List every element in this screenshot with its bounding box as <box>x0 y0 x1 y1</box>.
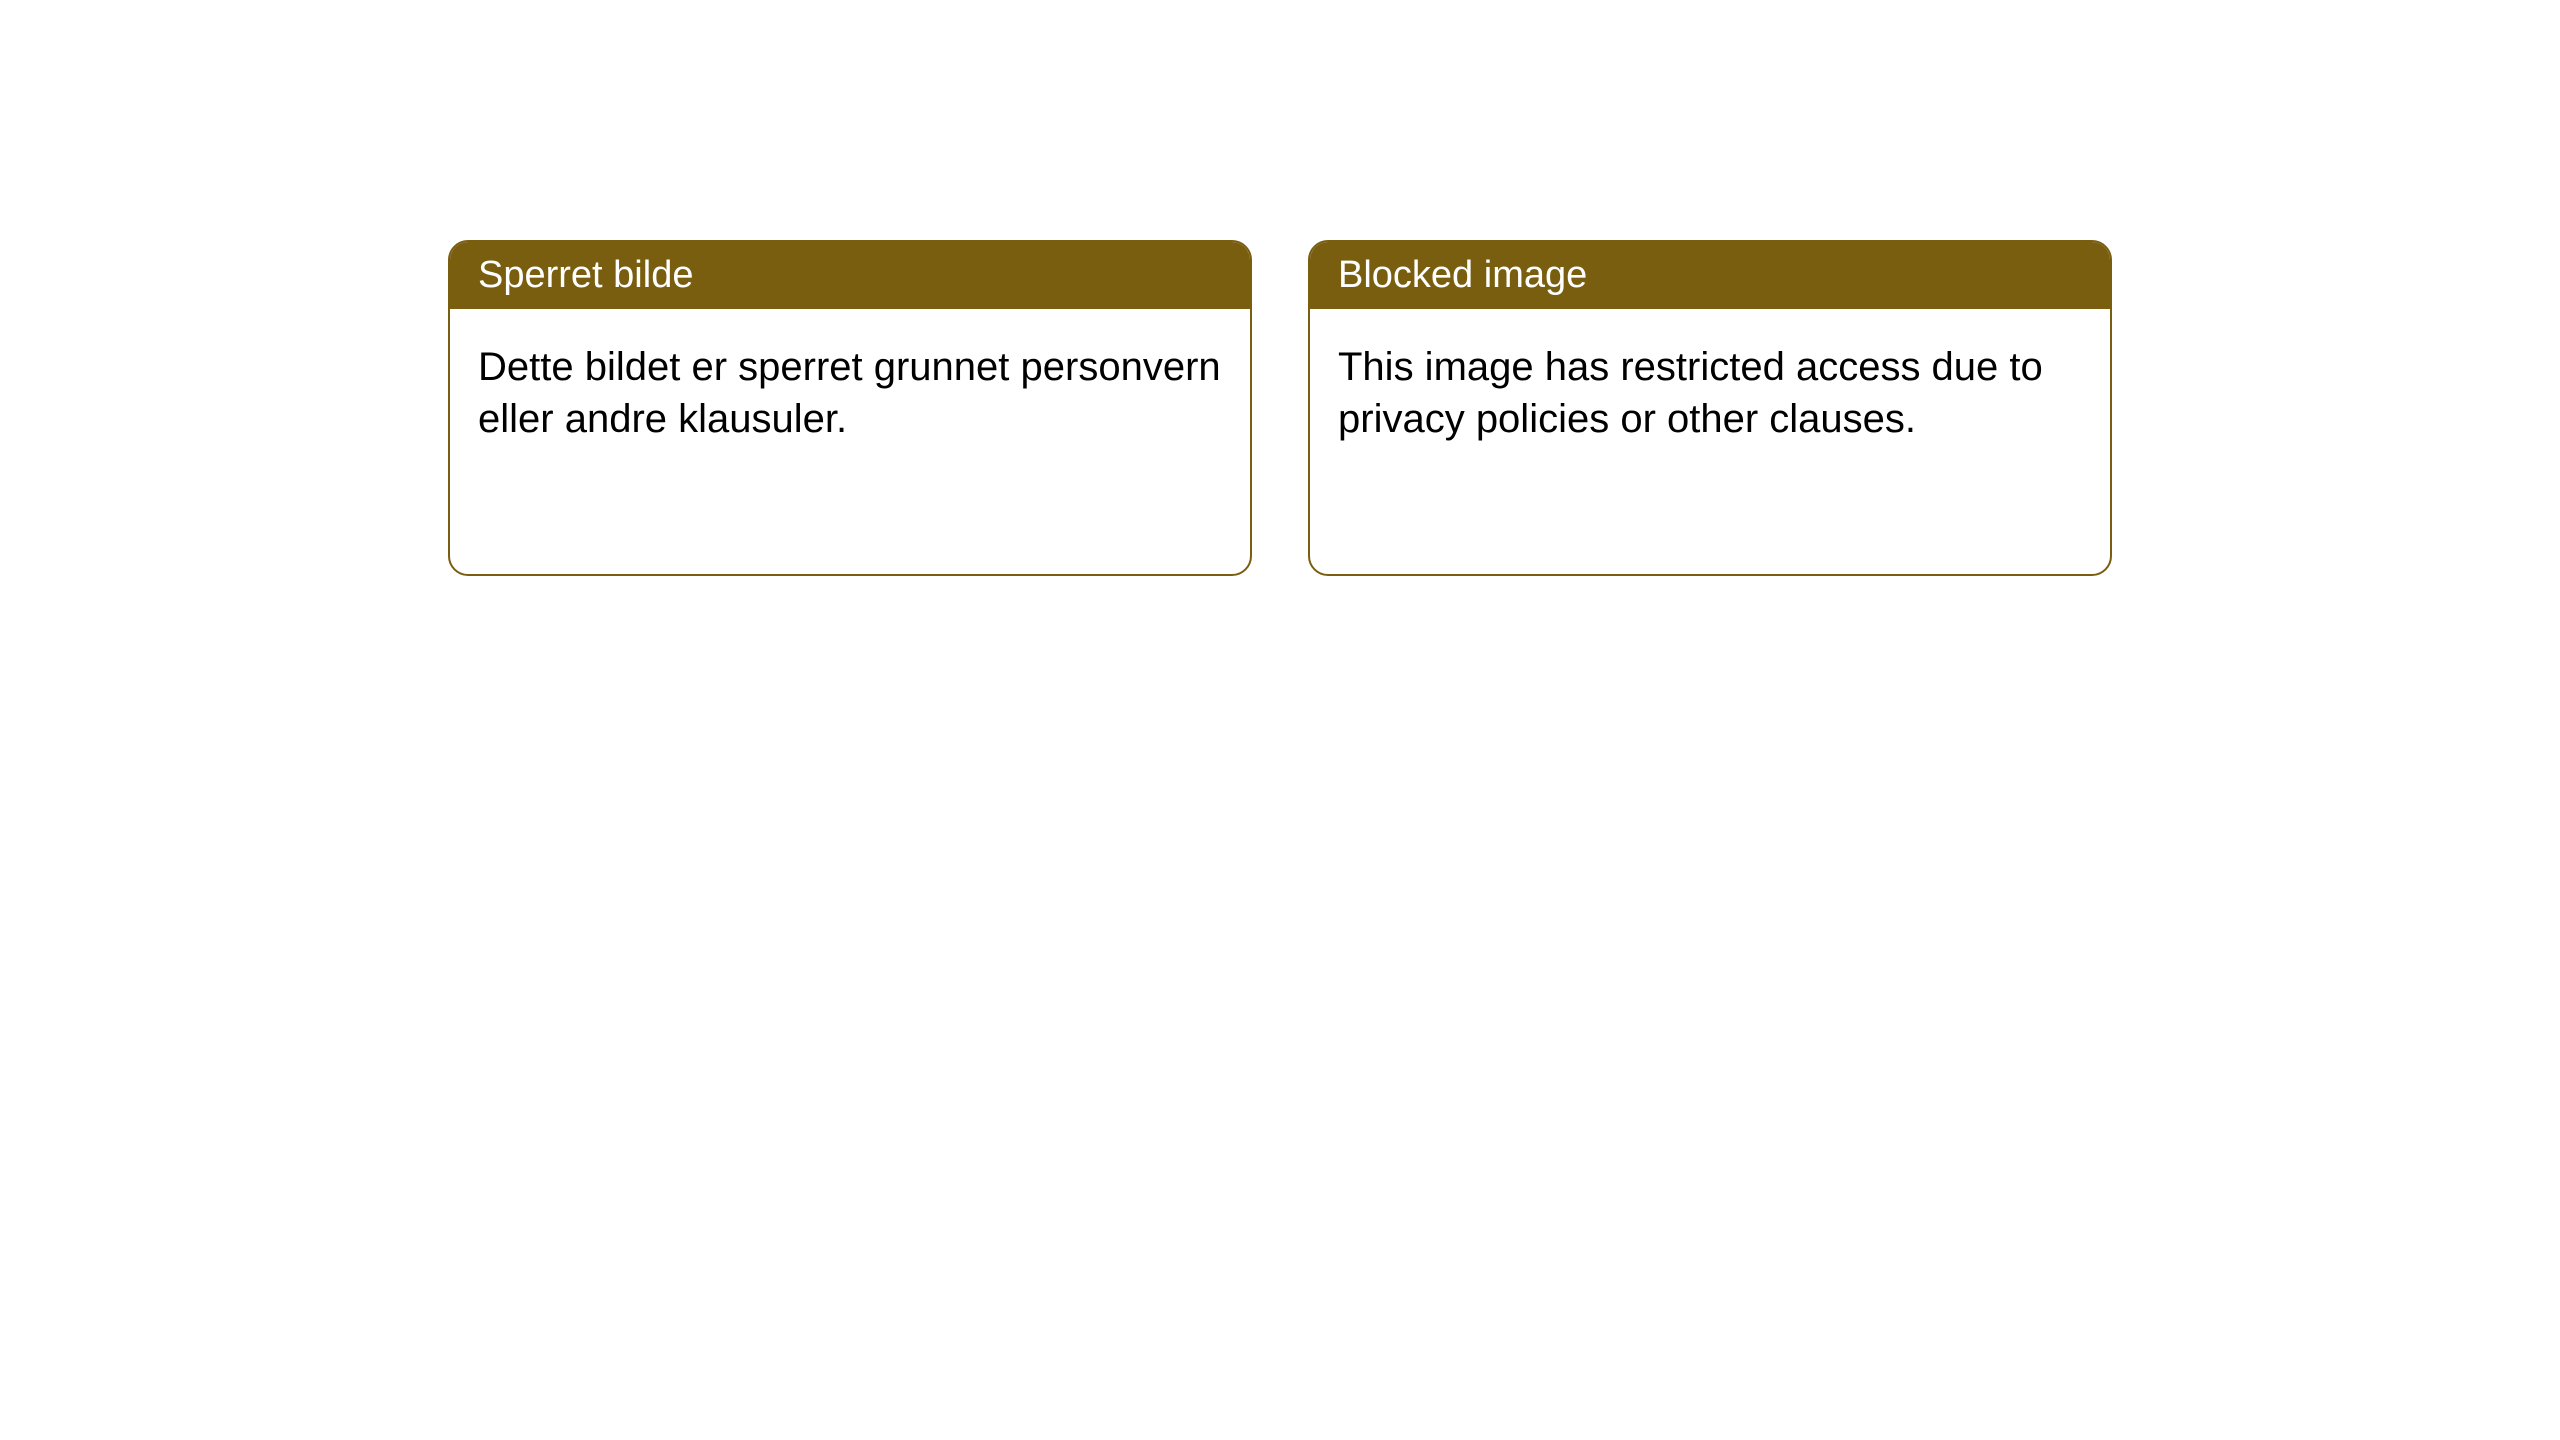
card-body-en: This image has restricted access due to … <box>1310 309 2110 477</box>
card-header-no: Sperret bilde <box>450 242 1250 309</box>
blocked-image-card-en: Blocked image This image has restricted … <box>1308 240 2112 576</box>
blocked-image-card-no: Sperret bilde Dette bildet er sperret gr… <box>448 240 1252 576</box>
card-title-en: Blocked image <box>1338 254 1587 296</box>
card-header-en: Blocked image <box>1310 242 2110 309</box>
card-message-en: This image has restricted access due to … <box>1338 345 2043 441</box>
card-title-no: Sperret bilde <box>478 254 693 296</box>
card-message-no: Dette bildet er sperret grunnet personve… <box>478 345 1221 441</box>
notice-container: Sperret bilde Dette bildet er sperret gr… <box>0 0 2560 576</box>
card-body-no: Dette bildet er sperret grunnet personve… <box>450 309 1250 477</box>
